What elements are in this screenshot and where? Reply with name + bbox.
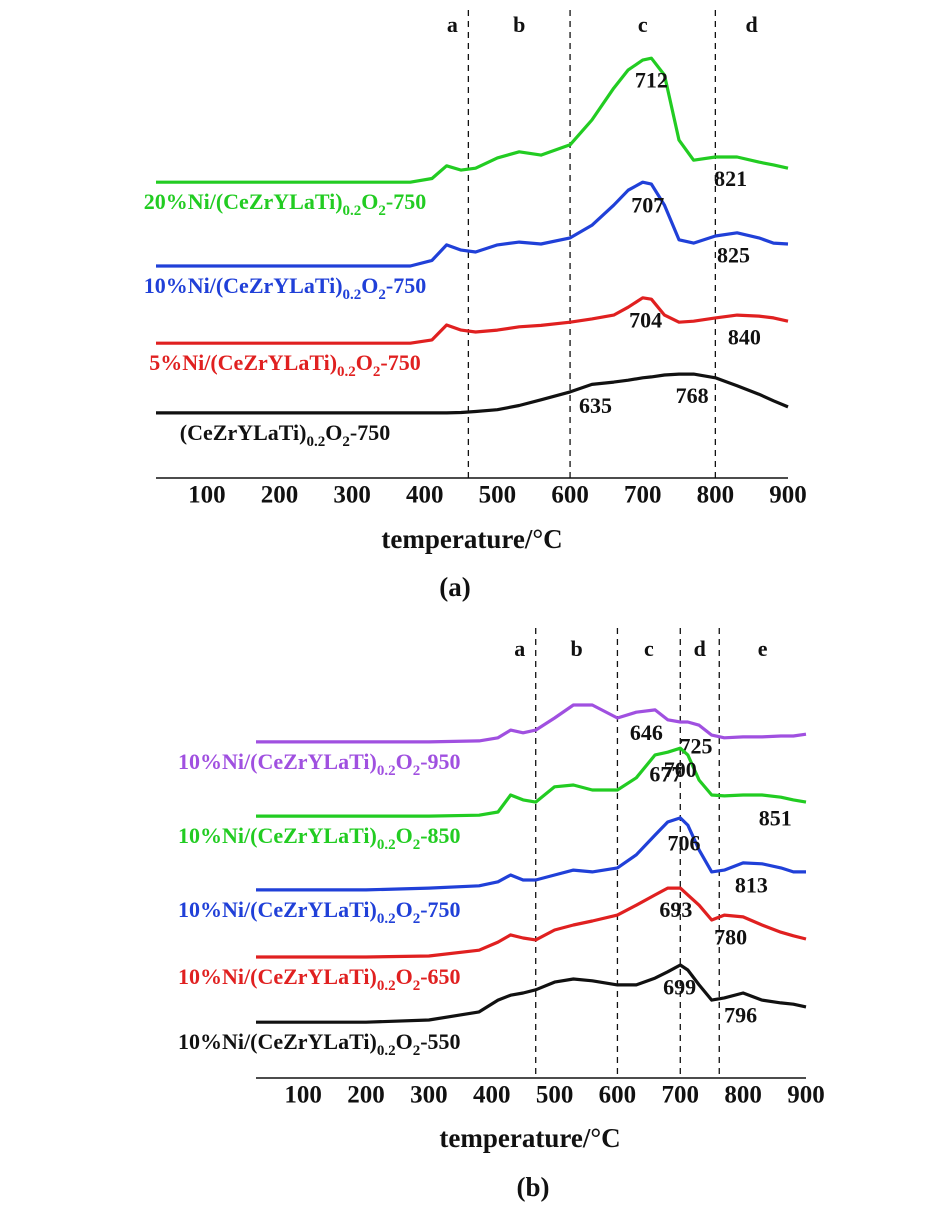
series-label: 10%Ni/(CeZrYLaTi)0.2O2-850 (178, 823, 461, 853)
peak-label: 851 (759, 806, 792, 831)
curve (256, 746, 807, 818)
peak-label: 704 (629, 307, 662, 332)
x-tick-label: 500 (536, 1082, 574, 1109)
x-tick-label: 200 (347, 1082, 385, 1109)
region-label: a (447, 12, 458, 37)
series-label: 10%Ni/(CeZrYLaTi)0.2O2-650 (178, 964, 461, 994)
x-tick-label: 300 (333, 482, 371, 509)
peak-label: 813 (735, 872, 768, 897)
peak-label: 646 (630, 720, 663, 745)
curve (156, 180, 789, 268)
peak-label: 768 (676, 383, 709, 408)
region-label: b (570, 636, 582, 661)
x-tick-label: 800 (724, 1082, 762, 1109)
x-tick-label: 100 (188, 482, 226, 509)
region-label: b (513, 12, 525, 37)
peak-label: 707 (631, 192, 664, 217)
peak-label: 693 (659, 897, 692, 922)
x-tick-label: 400 (406, 482, 444, 509)
curve (256, 816, 806, 892)
x-tick-label: 200 (261, 482, 299, 509)
x-tick-label: 700 (662, 1082, 700, 1109)
peak-label: 712 (635, 67, 668, 92)
region-label: c (644, 636, 654, 661)
peak-label: 825 (717, 242, 750, 267)
peak-label: 677 (649, 762, 682, 787)
curve (256, 886, 807, 959)
region-label: d (746, 12, 758, 37)
x-tick-label: 500 (479, 482, 517, 509)
peak-label: 706 (668, 831, 701, 856)
x-tick-label: 300 (410, 1082, 448, 1109)
peak-label: 796 (724, 1003, 757, 1028)
x-tick-label: 400 (473, 1082, 511, 1109)
region-label: a (514, 636, 525, 661)
series-label: 10%Ni/(CeZrYLaTi)0.2O2-750 (144, 273, 427, 303)
x-axis-label: temperature/°C (439, 1123, 620, 1153)
curve (156, 296, 789, 345)
x-tick-label: 900 (787, 1082, 825, 1109)
x-tick-label: 600 (599, 1082, 637, 1109)
x-tick-label: 700 (624, 482, 662, 509)
region-label: c (638, 12, 648, 37)
curve (256, 703, 807, 744)
peak-label: 635 (579, 393, 612, 418)
region-label: e (758, 636, 768, 661)
curve (156, 56, 789, 184)
series-label: 5%Ni/(CeZrYLaTi)0.2O2-750 (149, 350, 421, 380)
series-label: 10%Ni/(CeZrYLaTi)0.2O2-950 (178, 749, 461, 779)
curve (256, 963, 807, 1024)
x-tick-label: 600 (551, 482, 589, 509)
series-label: 20%Ni/(CeZrYLaTi)0.2O2-750 (144, 189, 427, 219)
series-label: 10%Ni/(CeZrYLaTi)0.2O2-550 (178, 1029, 461, 1059)
peak-label: 780 (714, 925, 747, 950)
x-tick-label: 100 (284, 1082, 322, 1109)
curve (156, 372, 789, 415)
caption: (b) (517, 1172, 550, 1202)
series-label: (CeZrYLaTi)0.2O2-750 (180, 420, 390, 450)
x-axis-label: temperature/°C (381, 524, 562, 554)
peak-label: 725 (680, 733, 713, 758)
x-tick-label: 900 (769, 482, 807, 509)
peak-label: 699 (663, 974, 696, 999)
x-tick-label: 800 (697, 482, 735, 509)
caption: (a) (439, 572, 470, 602)
peak-label: 821 (714, 166, 747, 191)
peak-label: 840 (728, 324, 761, 349)
series-label: 10%Ni/(CeZrYLaTi)0.2O2-750 (178, 897, 461, 927)
region-label: d (694, 636, 706, 661)
peak-label: 700 (664, 757, 697, 782)
